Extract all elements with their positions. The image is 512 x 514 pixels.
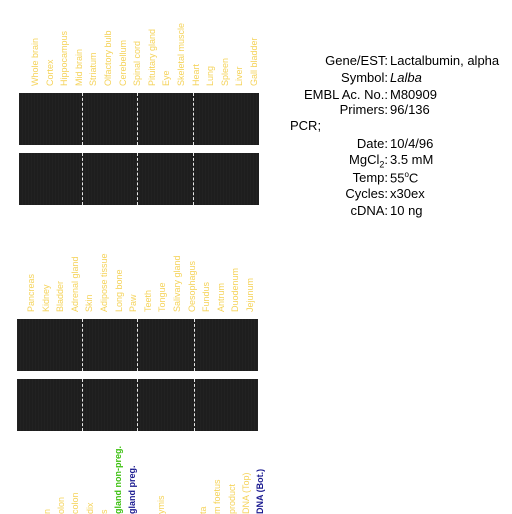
gel-lanes <box>19 93 259 145</box>
panel1-tissue-label: Lung <box>205 66 215 86</box>
lane-divider <box>137 379 138 431</box>
lane-divider <box>194 319 195 371</box>
info-mgcl-row: MgCl2: 3.5 mM <box>284 152 512 169</box>
panel1-tissue-label: Liver <box>234 66 244 86</box>
cycles-value: x30ex <box>390 186 425 201</box>
info-gene-row: Gene/EST: Lactalbumin, alpha <box>284 53 512 70</box>
panel2-tissue-label: Fundus <box>201 282 211 312</box>
panel3-tissue-label: ymis <box>156 496 166 514</box>
panel2-tissue-label: Long bone <box>114 269 124 312</box>
lane-divider <box>193 153 194 205</box>
primers-value: 96/136 <box>390 102 430 117</box>
panel1-tissue-label: Mid brain <box>74 49 84 86</box>
symbol-key: Symbol: <box>341 70 388 85</box>
gel-panel2-bottom <box>17 379 258 431</box>
mgcl-value: 3.5 mM <box>390 152 433 167</box>
panel2-tissue-label: Pancreas <box>26 274 36 312</box>
mgcl-key-end: : <box>384 152 388 167</box>
panel3-tissue-label: n <box>42 509 52 514</box>
panel1-tissue-label: Cortex <box>45 59 55 86</box>
panel3-tissue-label: ta <box>198 506 208 514</box>
embl-key: EMBL Ac. No.: <box>304 87 388 102</box>
lane-divider <box>82 319 83 371</box>
gene-key: Gene/EST: <box>325 53 388 68</box>
mgcl-key: MgCl2: <box>349 152 388 170</box>
lane-divider <box>137 319 138 371</box>
lane-divider <box>194 379 195 431</box>
panel2-tissue-label: Salivary gland <box>172 255 182 312</box>
gel-panel1-top <box>19 93 259 145</box>
panel2-tissue-label: Teeth <box>143 290 153 312</box>
lane-divider <box>137 153 138 205</box>
panel2-tissue-label: Antrum <box>216 283 226 312</box>
panel1-tissue-label: Pituitary gland <box>147 29 157 86</box>
panel3-tissue-label: DNA (Top) <box>241 472 251 514</box>
gel-lanes <box>19 153 259 205</box>
panel1-tissue-label: Hippocampus <box>59 31 69 86</box>
cycles-key: Cycles: <box>345 186 388 201</box>
panel3-tissue-label: m foetus <box>212 479 222 514</box>
mgcl-key-main: MgCl <box>349 152 379 167</box>
date-key: Date: <box>357 136 388 151</box>
panel2-tissue-label: Duodenum <box>230 268 240 312</box>
panel1-tissue-label: Heart <box>191 64 201 86</box>
lane-divider <box>82 93 83 145</box>
info-cycles-row: Cycles: x30ex <box>284 186 512 203</box>
info-temp-row: Temp: 55oC <box>284 170 512 187</box>
info-date-row: Date: 10/4/96 <box>284 136 512 153</box>
panel1-tissue-label: Whole brain <box>30 38 40 86</box>
panel1-tissue-label: Cerebellum <box>118 40 128 86</box>
panel2-tissue-label: Jejunum <box>245 278 255 312</box>
panel2-tissue-label: Tongue <box>157 282 167 312</box>
panel3-tissue-label: olon <box>56 497 66 514</box>
panel1-tissue-label: Skeletal muscle <box>176 23 186 86</box>
lane-divider <box>82 153 83 205</box>
primers-key: Primers: <box>340 102 388 117</box>
cdna-value: 10 ng <box>390 203 423 218</box>
panel2-tissue-label: Oesophagus <box>187 261 197 312</box>
info-primers-row: Primers: 96/136 <box>284 102 512 119</box>
info-cdna-row: cDNA: 10 ng <box>284 203 512 220</box>
panel1-tissue-label: Olfactory bulb <box>103 30 113 86</box>
panel1-tissue-label: Spinal cord <box>132 41 142 86</box>
panel1-tissue-label: Eye <box>161 70 171 86</box>
panel3-tissue-label: gland preg. <box>127 465 137 514</box>
panel3-tissue-label: colon <box>70 492 80 514</box>
panel2-tissue-label: Kidney <box>41 284 51 312</box>
embl-value: M80909 <box>390 87 437 102</box>
temp-num: 55 <box>390 170 404 185</box>
lane-divider <box>137 93 138 145</box>
cdna-key: cDNA: <box>350 203 388 218</box>
lane-divider <box>82 379 83 431</box>
gel-panel1-bottom <box>19 153 259 205</box>
date-value: 10/4/96 <box>390 136 433 151</box>
pcr-label: PCR; <box>290 118 321 133</box>
panel2-tissue-label: Bladder <box>55 281 65 312</box>
gene-value: Lactalbumin, alpha <box>390 53 499 68</box>
temp-unit: C <box>409 170 418 185</box>
panel1-tissue-label: Striatum <box>88 52 98 86</box>
panel2-tissue-label: Paw <box>128 294 138 312</box>
panel3-tissue-label: gland non-preg. <box>113 446 123 514</box>
temp-key: Temp: <box>353 170 388 185</box>
panel3-tissue-label: dix <box>85 502 95 514</box>
lane-divider <box>193 93 194 145</box>
temp-value: 55oC <box>390 170 418 185</box>
panel3-tissue-label: DNA (Bot.) <box>255 469 265 514</box>
panel1-tissue-label: Spleen <box>220 58 230 86</box>
info-symbol-row: Symbol: Lalba <box>284 70 512 87</box>
panel3-tissue-label: product <box>227 484 237 514</box>
symbol-value: Lalba <box>390 70 422 85</box>
panel1-tissue-label: Gall bladder <box>249 37 259 86</box>
gel-panel2-top <box>17 319 258 371</box>
panel2-tissue-label: Skin <box>84 294 94 312</box>
panel2-tissue-label: Adrenal gland <box>70 256 80 312</box>
panel2-tissue-label: Adipose tissue <box>99 253 109 312</box>
